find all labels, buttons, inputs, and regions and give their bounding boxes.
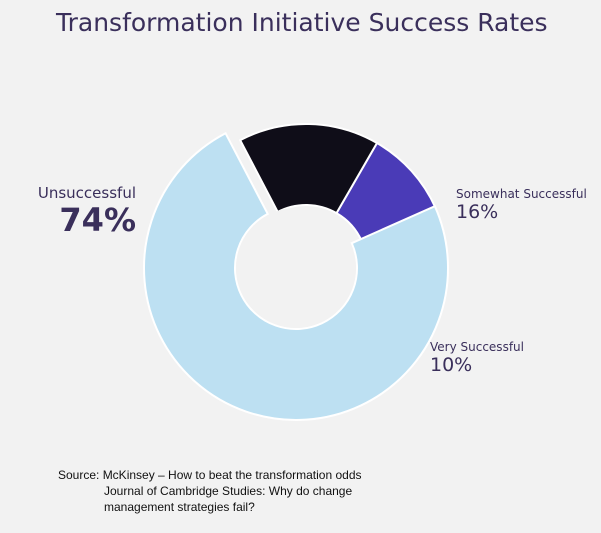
slice-unsuccessful: [143, 131, 449, 421]
label-very-successful-value: 10%: [430, 354, 473, 376]
label-very-successful: Very Successful 10%: [430, 340, 524, 376]
label-unsuccessful-name: Unsuccessful: [37, 184, 136, 202]
label-somewhat-successful-name: Somewhat Successful: [456, 187, 587, 201]
label-somewhat-successful: Somewhat Successful 16%: [456, 187, 587, 223]
label-unsuccessful-value: 74%: [59, 201, 136, 239]
source-line-3: management strategies fail?: [104, 500, 255, 514]
slice-somewhat-successful: [238, 123, 379, 215]
label-very-successful-name: Very Successful: [430, 340, 524, 354]
donut-hole: [236, 208, 356, 328]
source-note: Source: McKinsey – How to beat the trans…: [58, 467, 362, 515]
source-line-2: Journal of Cambridge Studies: Why do cha…: [104, 484, 353, 498]
label-unsuccessful: Unsuccessful 74%: [34, 184, 136, 238]
source-line-1: Source: McKinsey – How to beat the trans…: [58, 468, 362, 482]
chart-title: Transformation Initiative Success Rates: [56, 8, 548, 37]
label-somewhat-successful-value: 16%: [456, 201, 499, 223]
